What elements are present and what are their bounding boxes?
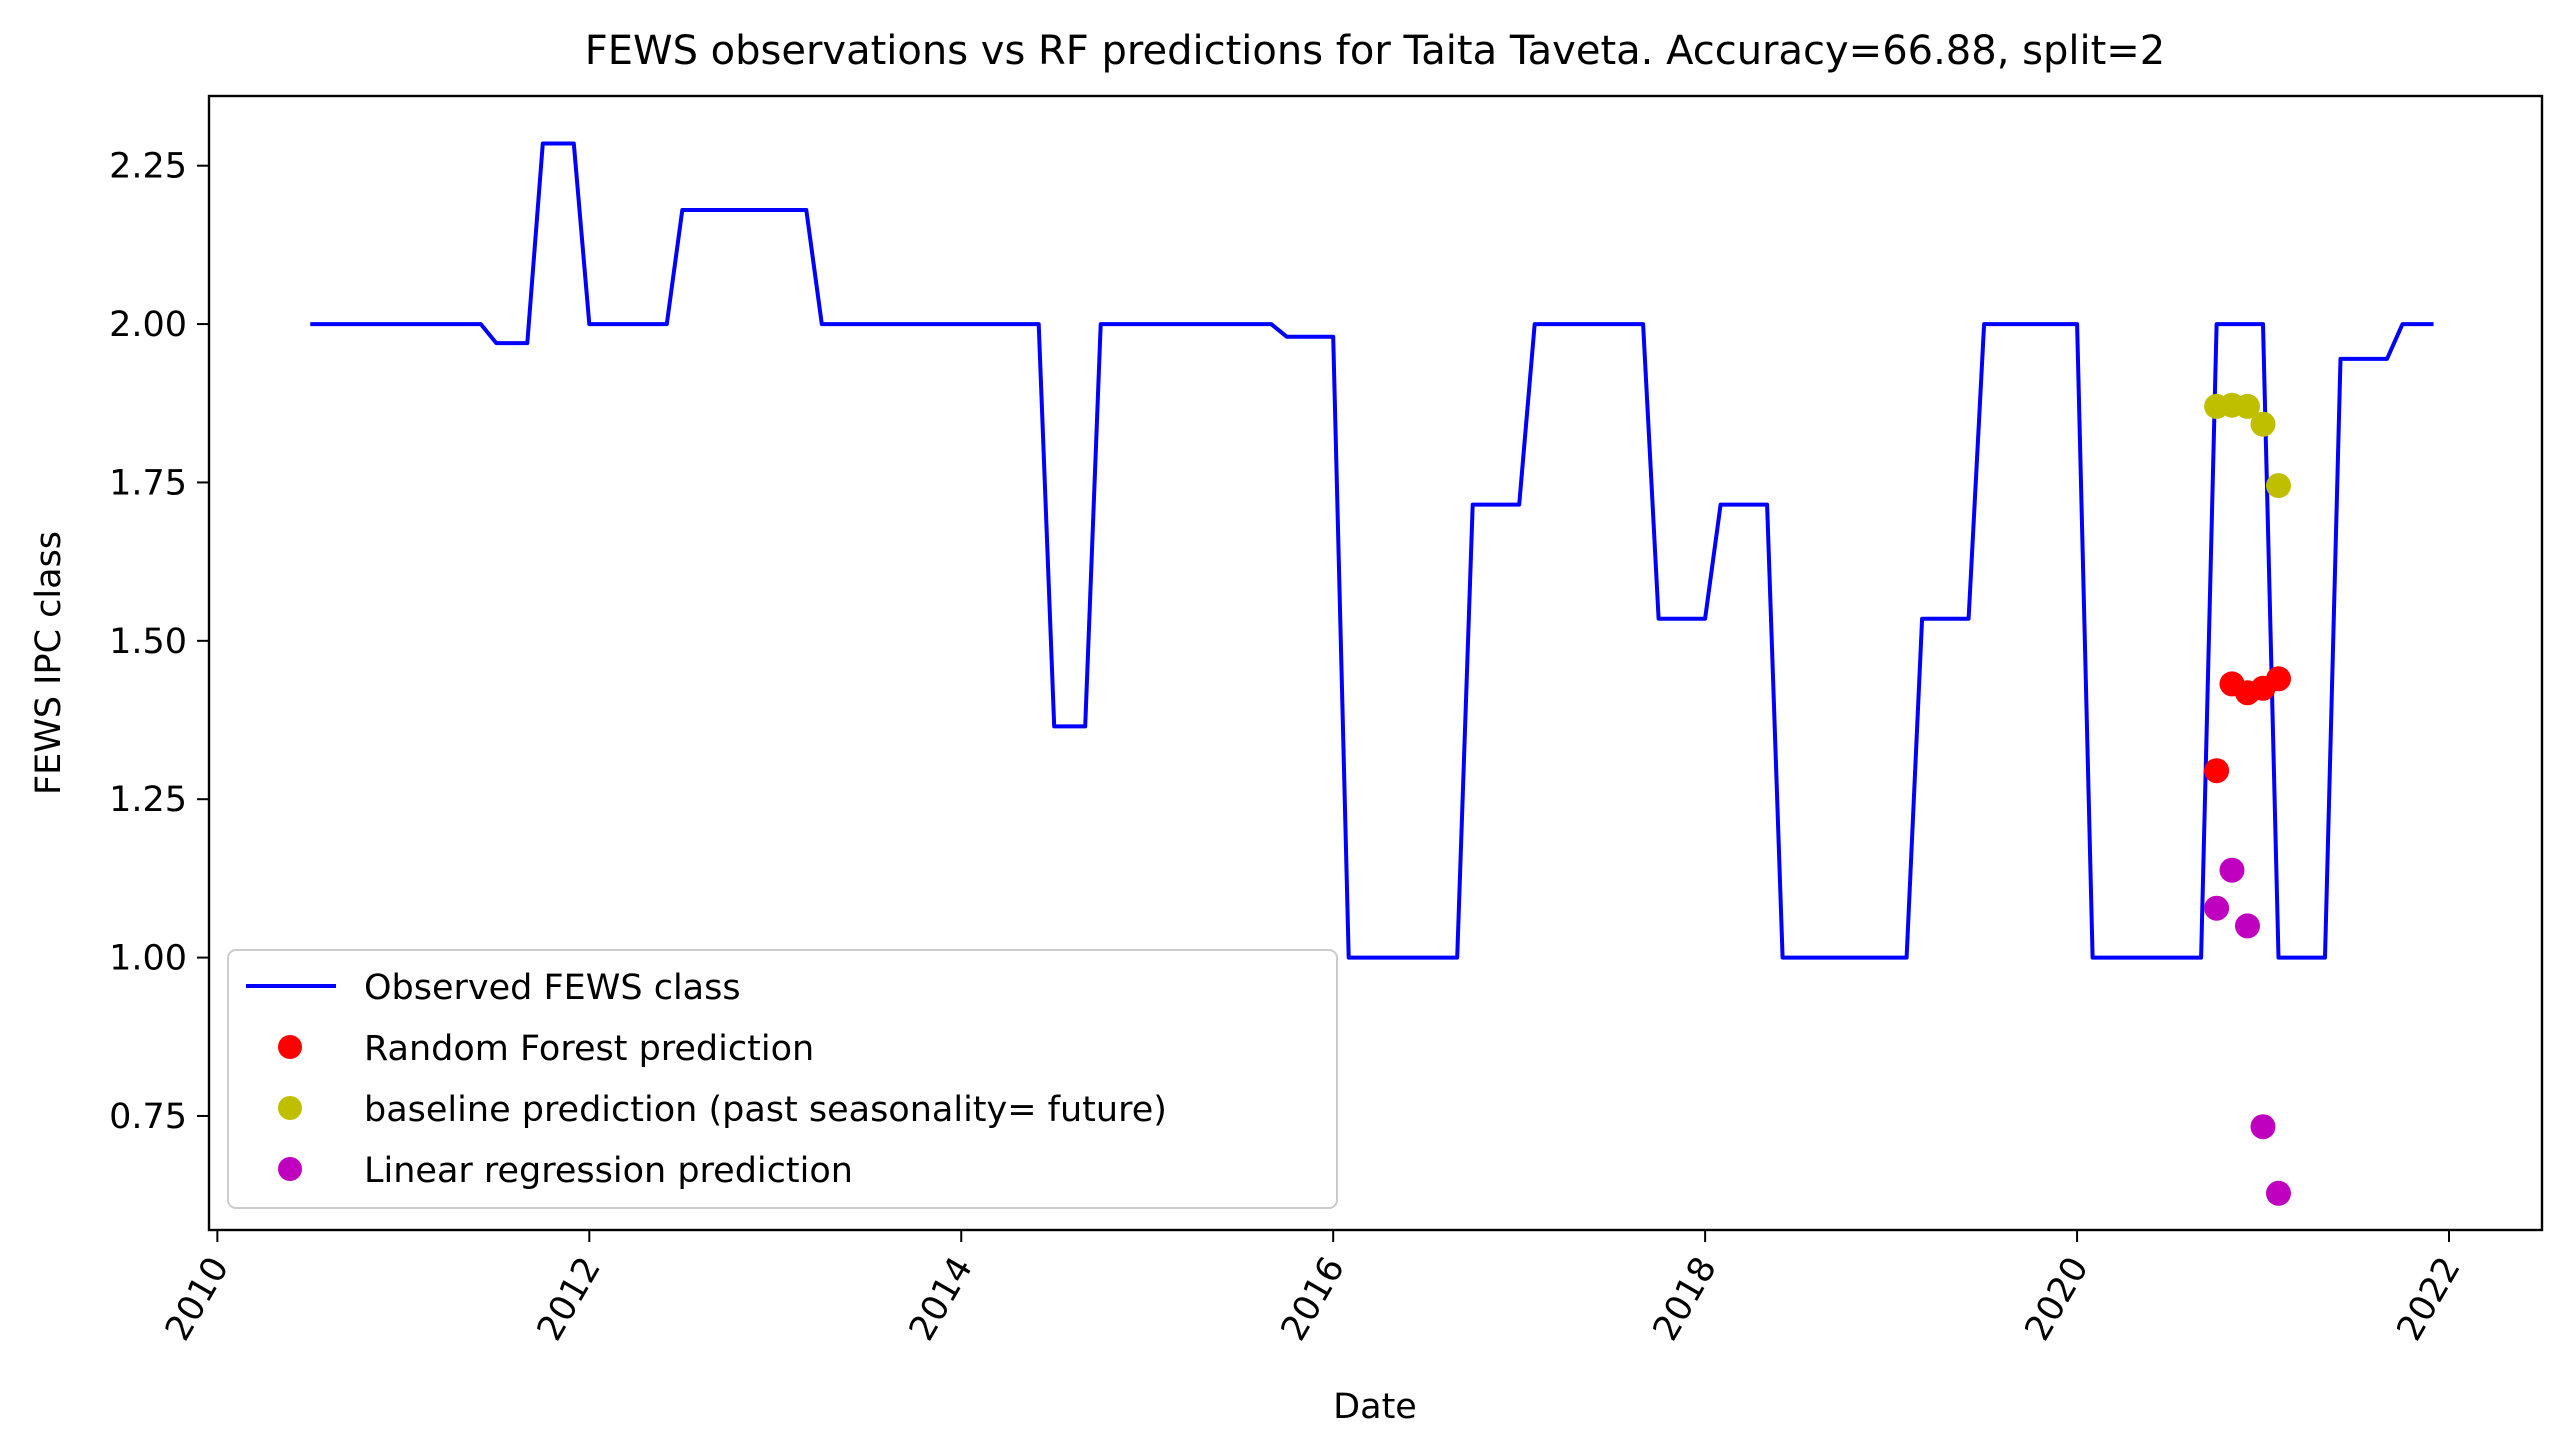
legend-box bbox=[227, 949, 1338, 1209]
legend-random-forest-label: Random Forest prediction bbox=[364, 1029, 814, 1069]
data-point-baseline bbox=[2250, 411, 2276, 437]
x-axis-label: Date bbox=[1333, 1387, 1417, 1427]
legend-baseline-swatch bbox=[278, 1096, 302, 1120]
series-linear_regression bbox=[2204, 857, 2291, 1206]
y-axis-label: FEWS IPC class bbox=[29, 531, 69, 795]
data-point-linear_regression bbox=[2219, 857, 2245, 883]
legend-linear-regression-label: Linear regression prediction bbox=[364, 1151, 853, 1191]
data-point-random_forest bbox=[2204, 758, 2230, 784]
series-baseline bbox=[2204, 392, 2291, 499]
y-tick-label: 2.25 bbox=[109, 147, 187, 187]
legend-random-forest-swatch bbox=[278, 1035, 302, 1059]
data-point-baseline bbox=[2266, 473, 2291, 499]
y-tick-label: 0.75 bbox=[109, 1097, 187, 1137]
y-tick-label: 1.75 bbox=[109, 463, 187, 503]
y-tick-label: 1.50 bbox=[109, 622, 187, 662]
data-point-linear_regression bbox=[2235, 913, 2260, 939]
chart-title: FEWS observations vs RF predictions for … bbox=[585, 28, 2166, 74]
data-point-linear_regression bbox=[2204, 895, 2230, 921]
plot-area bbox=[310, 141, 2434, 1206]
y-tick-label: 1.00 bbox=[109, 939, 187, 979]
y-tick-label: 1.25 bbox=[109, 780, 187, 820]
legend: Observed FEWS class Random Forest predic… bbox=[227, 949, 1338, 1209]
y-axis: 0.75 1.00 1.25 1.50 1.75 2.00 2.25 bbox=[109, 147, 209, 1137]
legend-observed-label: Observed FEWS class bbox=[364, 968, 741, 1008]
data-point-random_forest bbox=[2266, 666, 2291, 692]
axes-frame bbox=[207, 94, 2544, 1232]
data-point-linear_regression bbox=[2266, 1180, 2291, 1206]
legend-linear-regression-swatch bbox=[278, 1157, 302, 1181]
legend-baseline-label: baseline prediction (past seasonality= f… bbox=[364, 1090, 1167, 1130]
data-point-baseline bbox=[2235, 393, 2260, 419]
data-point-linear_regression bbox=[2250, 1114, 2276, 1140]
series-random_forest bbox=[2204, 666, 2291, 784]
y-tick-label: 2.00 bbox=[109, 305, 187, 345]
series-line-observed bbox=[310, 141, 2434, 960]
